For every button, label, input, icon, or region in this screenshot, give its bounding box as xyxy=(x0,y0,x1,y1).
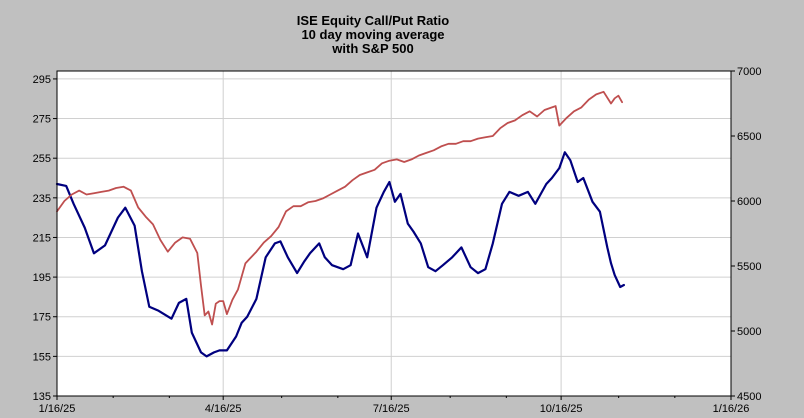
y2-tick-label: 7000 xyxy=(737,66,761,78)
series-layer xyxy=(55,90,626,358)
chart-title-line-1: ISE Equity Call/Put Ratio xyxy=(296,13,450,28)
label-layer: 295 275 255 235 215 195 175 155 135 7000 6500 6000 5… xyxy=(33,66,762,415)
plot-border xyxy=(56,70,732,397)
y-tick-label: 135 xyxy=(33,391,51,403)
sp500-line xyxy=(56,90,623,326)
x-tick-label: 1/16/25 xyxy=(39,403,76,415)
y-tick-label: 235 xyxy=(33,193,51,205)
chart-title: ISE Equity Call/Put Ratio 10 day moving … xyxy=(0,14,746,56)
y-tick-label: 155 xyxy=(33,351,51,363)
chart-title-line-2: 10 day moving average xyxy=(301,27,445,42)
y2-tick-label: 5000 xyxy=(737,326,761,338)
x-tick-label: 7/16/25 xyxy=(373,403,410,415)
y2-tick-label: 4500 xyxy=(737,391,761,403)
y-tick-label: 255 xyxy=(33,153,51,165)
x-tick-label: 1/16/26 xyxy=(713,403,750,415)
call-put-ratio-line xyxy=(55,151,626,358)
y-tick-label: 195 xyxy=(33,272,51,284)
axis-layer xyxy=(53,70,735,400)
x-tick-label: 4/16/25 xyxy=(205,403,242,415)
y-tick-label: 275 xyxy=(33,114,51,126)
y-tick-label: 295 xyxy=(33,74,51,86)
plot-area xyxy=(57,71,731,396)
chart-title-line-3: with S&P 500 xyxy=(332,41,414,56)
y2-tick-label: 5500 xyxy=(737,261,761,273)
y2-tick-label: 6500 xyxy=(737,131,761,143)
y-tick-label: 175 xyxy=(33,312,51,324)
x-tick-label: 10/16/25 xyxy=(540,403,583,415)
y-tick-label: 215 xyxy=(33,232,51,244)
y2-tick-label: 6000 xyxy=(737,196,761,208)
